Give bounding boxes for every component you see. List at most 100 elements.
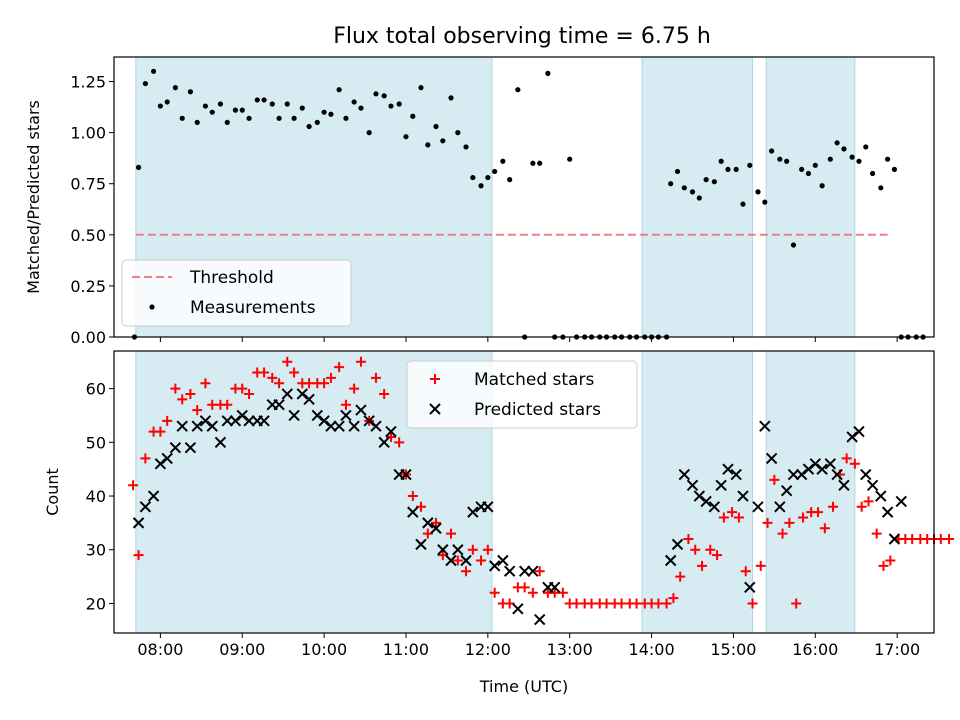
predicted-star-point (221, 415, 233, 427)
predicted-star-point (214, 436, 227, 449)
x-tick-label: 14:00 (629, 640, 675, 659)
measurement-point (668, 181, 674, 187)
matched-star-point (784, 517, 795, 528)
chart-title: Flux total observing time = 6.75 h (333, 24, 711, 49)
matched-star-point (385, 431, 396, 442)
observing-window-shade (641, 350, 754, 634)
legend-frame (406, 360, 638, 429)
measurement-point (306, 123, 312, 130)
predicted-star-point (325, 420, 337, 432)
matched-star-point (944, 534, 955, 544)
predicted-star-point (333, 420, 345, 432)
measurement-point (179, 115, 185, 121)
matched-star-point (192, 405, 203, 416)
measurement-point (545, 70, 551, 76)
measurement-point (841, 146, 847, 152)
matched-star-point (461, 566, 472, 577)
measurement-point (217, 101, 224, 107)
measurement-point (224, 119, 230, 126)
measurement-point (455, 130, 461, 136)
predicted-star-point (445, 554, 457, 567)
measurement-point (537, 160, 543, 166)
predicted-star-point (311, 409, 324, 422)
matched-star-point (828, 501, 839, 512)
measurement-point (396, 101, 402, 107)
matched-star-point (712, 550, 723, 561)
predicted-star-point (503, 565, 516, 577)
measurement-point (689, 189, 696, 195)
measurement-point (299, 105, 305, 111)
measurement-point (762, 199, 768, 205)
matched-star-point (334, 362, 345, 373)
matched-star-point (430, 517, 441, 528)
matched-star-point (791, 598, 802, 609)
plot-frame (113, 350, 935, 634)
y-tick-label: 0.25 (70, 277, 106, 296)
legend-top: Threshold Measurements (121, 259, 352, 327)
measurement-point (799, 166, 805, 173)
measurement-point (440, 138, 446, 144)
predicted-star-point (184, 441, 197, 454)
measurement-point (530, 160, 536, 166)
measurement-point (870, 170, 876, 177)
measurement-point (239, 107, 245, 113)
predicted-star-point (370, 420, 382, 432)
predicted-star-point (708, 501, 721, 513)
measurement-point (403, 134, 409, 140)
matched-star-point (668, 593, 679, 604)
matched-star-point (727, 507, 738, 518)
predicted-star-point (236, 409, 248, 422)
measurement-point (478, 183, 484, 189)
matched-star-point (140, 453, 151, 464)
x-tick-label: 10:00 (301, 640, 347, 659)
measurement-point (805, 170, 812, 177)
predicted-star-point (795, 468, 808, 481)
predicted-star-point (737, 490, 749, 502)
predicted-star-point (437, 544, 449, 556)
predicted-star-point (288, 409, 300, 422)
predicted-star-point (881, 506, 894, 518)
measurement-point (172, 85, 178, 91)
matched-star-point (437, 550, 448, 561)
matched-star-point (534, 566, 545, 577)
predicted-star-point (132, 517, 145, 529)
predicted-star-point (512, 603, 524, 615)
y-tick-label: 1.00 (70, 124, 106, 143)
matched-star-point (282, 356, 293, 367)
matched-star-point (476, 555, 487, 566)
measurement-point (164, 99, 170, 105)
y-tick-label: 40 (86, 487, 106, 506)
predicted-star-point (824, 458, 837, 470)
measurement-point (740, 201, 746, 207)
predicted-star-point (497, 554, 509, 567)
matched-star-point (177, 394, 188, 405)
matched-star-point (222, 399, 233, 410)
matched-star-point (755, 560, 766, 571)
measurement-point (834, 140, 840, 146)
predicted-star-point (715, 479, 727, 491)
measurement-point (284, 101, 290, 107)
predicted-star-point (548, 581, 561, 594)
matched-star-point (274, 378, 285, 389)
matched-star-point (718, 512, 729, 523)
measurement-point (470, 174, 476, 181)
predicted-star-point (161, 452, 173, 465)
measurement-point (696, 195, 702, 201)
legend-matched-label: Matched stars (474, 370, 594, 390)
y-tick-label: 30 (86, 541, 106, 560)
measurement-point (410, 113, 416, 119)
measurement-point (358, 105, 364, 111)
predicted-star-point (378, 436, 390, 449)
measurement-point (366, 130, 372, 136)
measurement-point (777, 156, 783, 162)
measurement-point (261, 97, 267, 103)
measurement-point (343, 115, 349, 121)
measurement-point (351, 99, 357, 105)
predicted-star-point (430, 522, 442, 534)
matched-star-point (289, 367, 300, 378)
matched-star-point (813, 507, 824, 518)
predicted-star-point (693, 490, 706, 502)
predicted-star-point (664, 554, 677, 567)
predicted-star-point (518, 565, 531, 577)
predicted-star-point (809, 458, 822, 470)
